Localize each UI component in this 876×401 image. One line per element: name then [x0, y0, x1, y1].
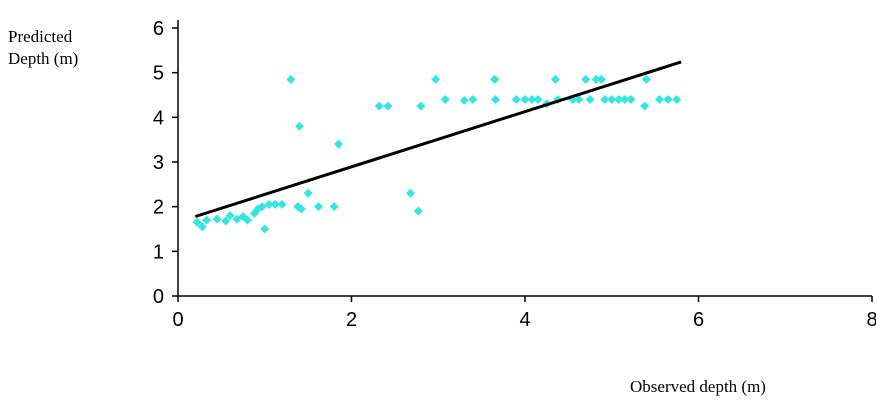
trendline-group — [194, 60, 682, 218]
data-point — [333, 139, 343, 149]
data-point — [374, 101, 384, 111]
y-tick-label: 6 — [153, 18, 164, 40]
data-point — [270, 199, 280, 209]
y-tick-label: 2 — [153, 197, 164, 219]
data-point — [277, 199, 287, 209]
x-tick-label: 4 — [519, 309, 530, 331]
y-tick-label: 4 — [153, 107, 164, 129]
data-point — [574, 94, 584, 104]
data-point — [202, 215, 212, 225]
trendline — [194, 60, 682, 218]
x-axis-label: Observed depth (m) — [630, 377, 766, 396]
data-point — [260, 224, 270, 234]
data-point — [314, 202, 324, 212]
data-point — [416, 101, 426, 111]
x-tick-label: 6 — [693, 309, 704, 331]
data-point — [585, 94, 595, 104]
data-point — [511, 94, 521, 104]
data-point — [491, 94, 501, 104]
data-point — [663, 94, 673, 104]
data-point — [626, 94, 636, 104]
data-point — [490, 74, 500, 84]
y-tick-label: 3 — [153, 152, 164, 174]
data-point — [212, 214, 222, 224]
data-point — [620, 94, 630, 104]
x-tick-label: 0 — [172, 309, 183, 331]
data-point — [405, 188, 415, 198]
data-point — [533, 94, 543, 104]
data-point — [294, 121, 304, 131]
data-point — [581, 74, 591, 84]
data-point — [383, 101, 393, 111]
data-point — [550, 74, 560, 84]
data-point — [527, 94, 537, 104]
data-point — [225, 211, 235, 221]
data-point — [296, 204, 306, 214]
x-tick-label: 8 — [866, 309, 876, 331]
y-axis-label-line-2: Depth (m) — [8, 49, 79, 68]
data-point — [221, 216, 231, 226]
data-point — [431, 74, 441, 84]
data-point — [672, 94, 682, 104]
data-point — [459, 95, 469, 105]
data-point — [413, 206, 423, 216]
data-point — [242, 215, 252, 225]
scatter-points — [192, 74, 682, 234]
data-point — [614, 94, 624, 104]
y-tick-label: 0 — [153, 286, 164, 308]
data-point — [591, 74, 601, 84]
y-axis-label: Predicted Depth (m) — [8, 26, 78, 70]
data-point — [607, 94, 617, 104]
data-point — [197, 222, 207, 232]
y-tick-label: 1 — [153, 241, 164, 263]
y-tick-label: 5 — [153, 63, 164, 85]
data-point — [329, 202, 339, 212]
data-point — [468, 94, 478, 104]
data-point — [192, 217, 202, 227]
data-point — [264, 199, 274, 209]
data-point — [596, 74, 606, 84]
data-point — [303, 188, 313, 198]
data-point — [600, 94, 610, 104]
x-tick-label: 2 — [346, 309, 357, 331]
data-point — [257, 202, 267, 212]
data-point — [286, 74, 296, 84]
data-point — [640, 101, 650, 111]
axes: 0 1 2 3 4 5 6 0 2 4 6 8 — [153, 18, 876, 331]
y-axis-label-line-1: Predicted — [8, 27, 73, 46]
data-point — [654, 94, 664, 104]
data-point — [641, 74, 651, 84]
data-point — [520, 94, 530, 104]
data-point — [440, 94, 450, 104]
